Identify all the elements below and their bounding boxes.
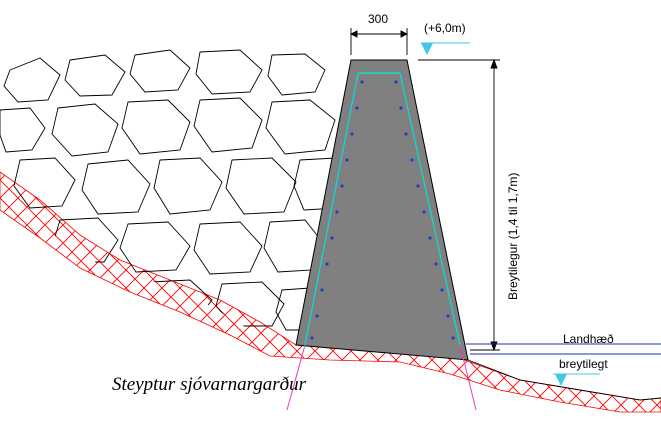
ground-level-lines [466, 343, 661, 355]
ground-level-note: breytilegt [559, 357, 608, 371]
concrete-wall [295, 59, 469, 361]
anchor-lines [286, 344, 477, 411]
height-dimension [470, 58, 500, 352]
drawing-caption: Steyptur sjóvarnargarður [112, 374, 307, 395]
low-elevation-marker [553, 373, 600, 386]
top-elevation-label: (+6,0m) [424, 21, 466, 35]
ground-level-label: Landhæð [563, 332, 614, 346]
top-elevation-marker [418, 42, 500, 61]
width-dimension [349, 28, 409, 55]
soil-hatching [0, 171, 661, 413]
height-dimension-label: Breytilegur (1,4 til 1,7m) [506, 173, 520, 300]
ground-surface [467, 359, 661, 401]
rebar-dots [310, 80, 455, 340]
width-dimension-label: 300 [368, 12, 388, 26]
reinforcement-outline [304, 72, 461, 346]
